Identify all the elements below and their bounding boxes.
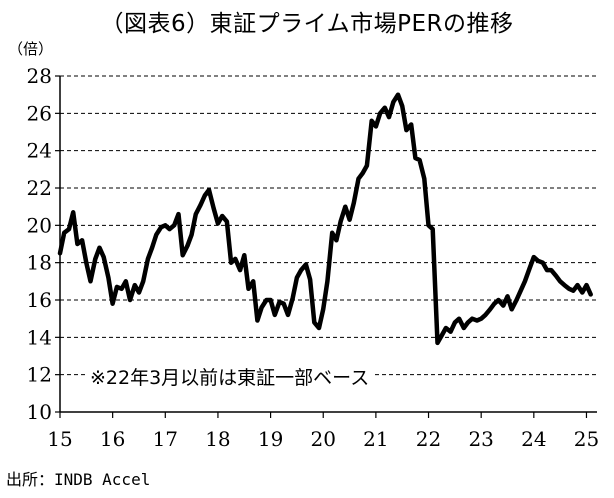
x-tick-label: 22 (416, 427, 441, 451)
y-axis-label: （倍） (8, 40, 54, 58)
y-tick-label: 12 (27, 363, 52, 387)
annotation-note: ※22年3月以前は東証一部ベース (86, 363, 374, 390)
series-line-per (57, 92, 593, 346)
gridlines (60, 75, 597, 376)
y-tick-label: 10 (27, 400, 52, 424)
x-tick-label: 21 (363, 427, 388, 451)
x-tick-label: 25 (574, 427, 599, 451)
chart-title: （図表6）東証プライム市場PERの推移 (100, 11, 514, 37)
x-tick-label: 18 (205, 427, 230, 451)
x-tick-label: 20 (311, 427, 336, 451)
x-tick-label: 24 (521, 427, 546, 451)
y-tick-label: 16 (27, 288, 52, 312)
y-tick-label: 24 (27, 139, 52, 163)
y-tick-label: 18 (27, 251, 52, 275)
x-tick-label: 19 (258, 427, 283, 451)
y-tick-label: 28 (27, 64, 52, 88)
series-layer (57, 92, 593, 346)
y-tick-label: 20 (27, 213, 52, 237)
x-tick-label: 23 (468, 427, 493, 451)
x-tick-label: 16 (100, 427, 125, 451)
y-tick-label: 22 (27, 176, 52, 200)
y-tick-label: 26 (27, 101, 52, 125)
plot-frame (55, 75, 597, 418)
x-tick-label: 17 (153, 427, 178, 451)
tick-labels: 10 12 14 16 18 20 22 24 26 28 15 16 17 18 19 20 21 22 23 24… (27, 64, 600, 451)
y-tick-label: 14 (27, 325, 52, 349)
x-tick-label: 15 (47, 427, 72, 451)
source-credit: 出所：INDB Accel (6, 470, 151, 489)
